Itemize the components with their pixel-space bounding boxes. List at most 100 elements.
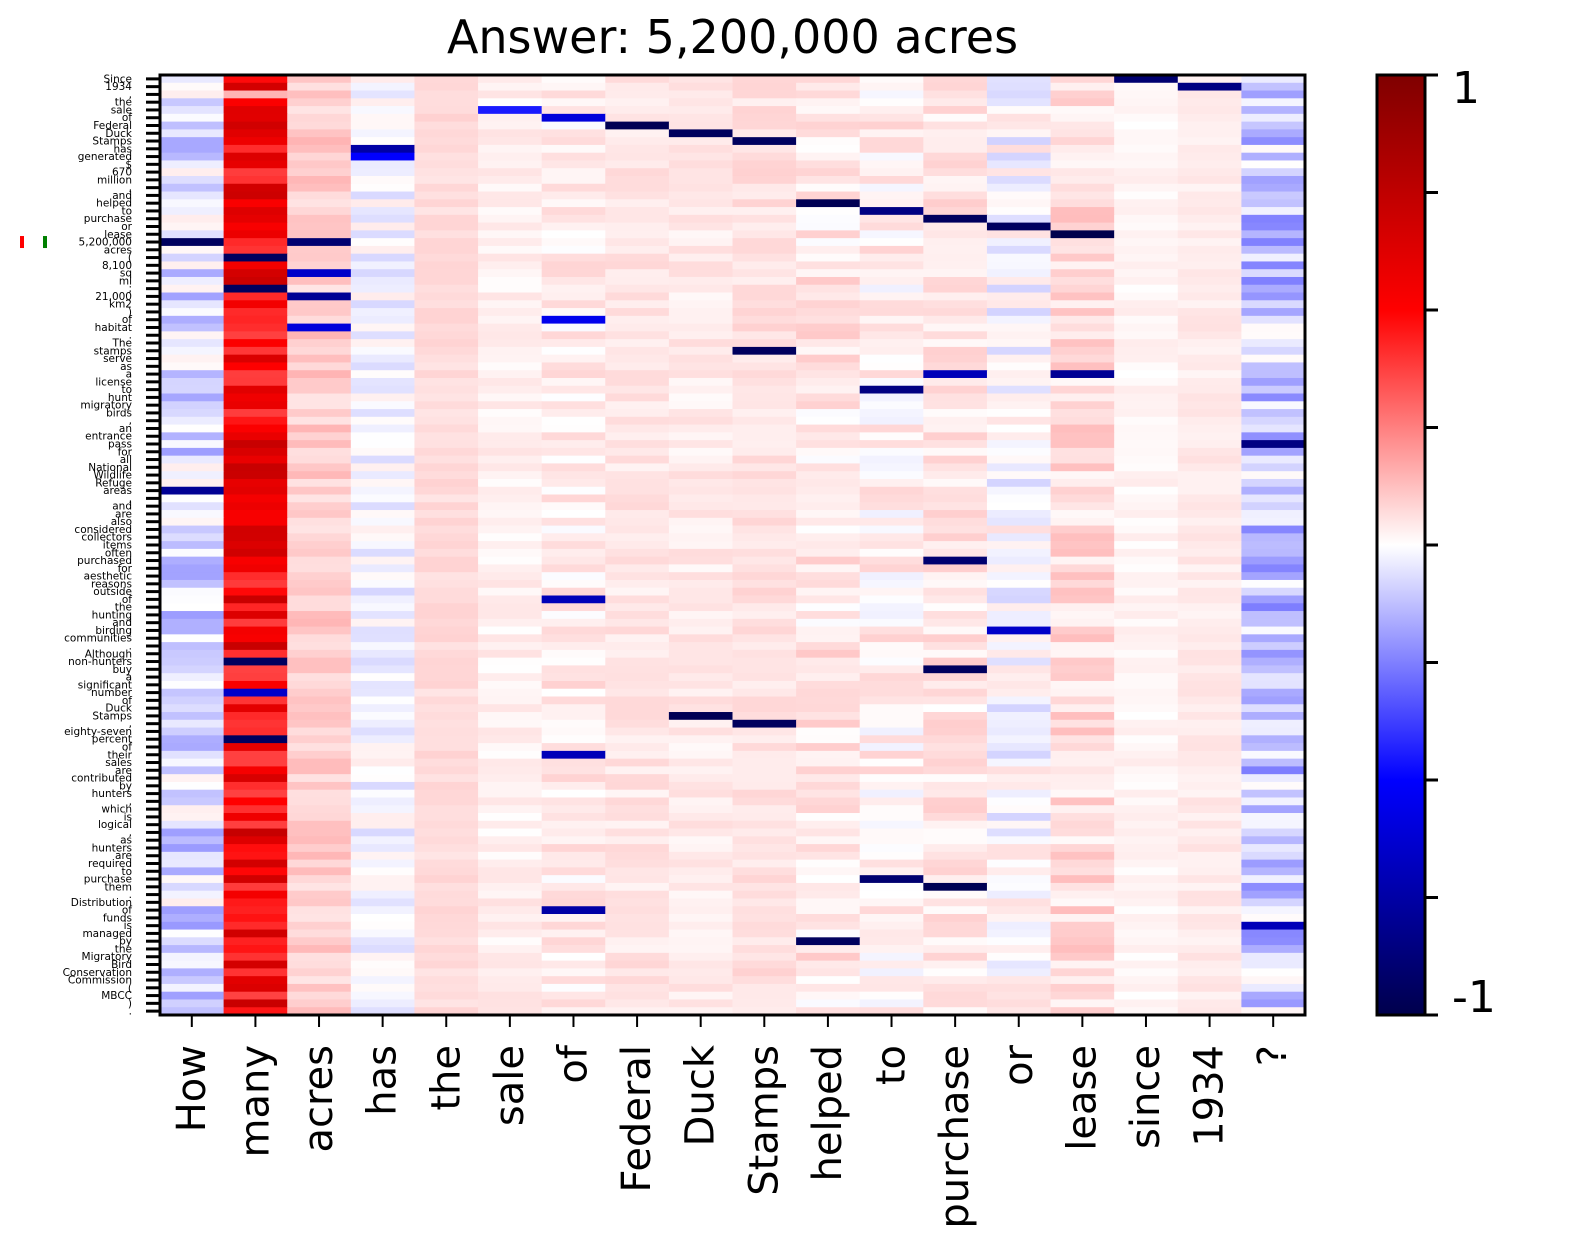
- heatmap-cell: [796, 377, 861, 387]
- y-tick-label: items: [103, 540, 132, 552]
- heatmap-cell: [1177, 510, 1242, 519]
- heatmap-cell: [350, 727, 416, 736]
- heatmap-cell: [986, 805, 1052, 814]
- y-tick-label: ;: [128, 283, 132, 295]
- heatmap-cell: [1114, 859, 1179, 868]
- heatmap-cell: [160, 867, 225, 876]
- heatmap-cell: [414, 603, 479, 612]
- heatmap-cell: [287, 673, 352, 682]
- heatmap-cell: [478, 137, 543, 146]
- heatmap-cell: [605, 222, 670, 231]
- heatmap-cell: [1241, 424, 1306, 433]
- heatmap-cell: [350, 447, 416, 457]
- heatmap-cell: [160, 797, 225, 806]
- heatmap-cell: [986, 447, 1052, 457]
- heatmap-cell: [160, 432, 225, 441]
- heatmap-cell: [223, 875, 288, 884]
- heatmap-cell: [986, 393, 1052, 402]
- heatmap-cell: [541, 98, 606, 107]
- heatmap-cell: [986, 331, 1052, 340]
- heatmap-cell: [414, 471, 479, 480]
- heatmap-cell: [1050, 486, 1115, 496]
- heatmap-cell: [1050, 471, 1115, 480]
- heatmap-cell: [605, 370, 670, 379]
- heatmap-cell: [541, 82, 606, 92]
- heatmap-cell: [668, 688, 734, 698]
- heatmap-cell: [160, 238, 225, 247]
- heatmap-cell: [223, 898, 288, 907]
- heatmap-cell: [732, 533, 797, 542]
- heatmap-cell: [160, 579, 225, 589]
- heatmap-cell: [1241, 937, 1306, 946]
- y-tick-label: or: [121, 221, 132, 233]
- y-tick-label: purchase: [84, 213, 132, 225]
- heatmap-cell: [478, 968, 543, 977]
- heatmap-cell: [1114, 478, 1179, 488]
- heatmap-cell: [796, 680, 861, 690]
- heatmap-cell: [923, 168, 988, 177]
- heatmap-cell: [859, 735, 924, 744]
- heatmap-cell: [478, 183, 543, 193]
- heatmap-cell: [160, 696, 225, 705]
- heatmap-cell: [414, 914, 479, 923]
- heatmap-cell: [1114, 556, 1179, 566]
- heatmap-cell: [160, 339, 225, 348]
- heatmap-cell: [350, 191, 416, 200]
- heatmap-cell: [223, 844, 288, 853]
- heatmap-cell: [160, 898, 225, 907]
- heatmap-cell: [732, 952, 797, 962]
- heatmap-cell: [986, 191, 1052, 200]
- heatmap-cell: [478, 875, 543, 884]
- heatmap-cell: [732, 665, 797, 674]
- heatmap-cell: [1114, 354, 1179, 364]
- heatmap-cell: [414, 882, 479, 892]
- heatmap-cell: [1177, 851, 1242, 861]
- heatmap-cell: [923, 113, 988, 123]
- heatmap-cell: [287, 168, 352, 177]
- heatmap-cell: [1050, 727, 1115, 736]
- heatmap-cell: [1050, 517, 1115, 527]
- heatmap-cell: [414, 797, 479, 806]
- heatmap-cell: [287, 207, 352, 216]
- heatmap-cell: [541, 90, 606, 99]
- heatmap-cell: [1241, 634, 1306, 643]
- heatmap-cell: [1241, 665, 1306, 674]
- heatmap-cell: [160, 929, 225, 938]
- heatmap-cell: [1050, 735, 1115, 744]
- heatmap-cell: [223, 269, 288, 278]
- heatmap-cell: [1177, 937, 1242, 946]
- heatmap-cell: [923, 797, 988, 806]
- heatmap-cell: [1241, 525, 1306, 534]
- heatmap-cell: [287, 494, 352, 503]
- heatmap-cell: [732, 696, 797, 705]
- x-axis: How many acres has the sale of Federal Duck Stamp…: [169, 1015, 1296, 1229]
- heatmap-cell: [1114, 137, 1179, 146]
- heatmap-cell: [923, 339, 988, 348]
- heatmap-cell: [986, 572, 1052, 581]
- heatmap-cell: [859, 385, 924, 395]
- heatmap-cell: [350, 999, 416, 1008]
- heatmap-cell: [1177, 238, 1242, 247]
- heatmap-cell: [668, 859, 734, 868]
- heatmap-cell: [1241, 774, 1306, 783]
- heatmap-cell: [732, 214, 797, 224]
- heatmap-cell: [1177, 727, 1242, 736]
- heatmap-cell: [287, 315, 352, 325]
- heatmap-cell: [986, 478, 1052, 488]
- heatmap-cell: [1241, 393, 1306, 402]
- heatmap-cell: [986, 875, 1052, 884]
- heatmap-cell: [605, 657, 670, 667]
- heatmap-cell: [732, 152, 797, 162]
- heatmap-cell: [478, 424, 543, 433]
- heatmap-cell: [859, 649, 924, 659]
- y-axis: Since1934,thesaleofFederalDuckStampshasg…: [63, 73, 160, 1018]
- heatmap-cell: [350, 510, 416, 519]
- heatmap-cell: [287, 510, 352, 519]
- heatmap-cell: [986, 797, 1052, 806]
- heatmap-cell: [923, 882, 988, 892]
- heatmap-cell: [1114, 510, 1179, 519]
- heatmap-cell: [478, 409, 543, 418]
- heatmap-cell: [160, 991, 225, 1001]
- heatmap-cell: [1114, 634, 1179, 643]
- y-tick-label: an: [119, 423, 132, 435]
